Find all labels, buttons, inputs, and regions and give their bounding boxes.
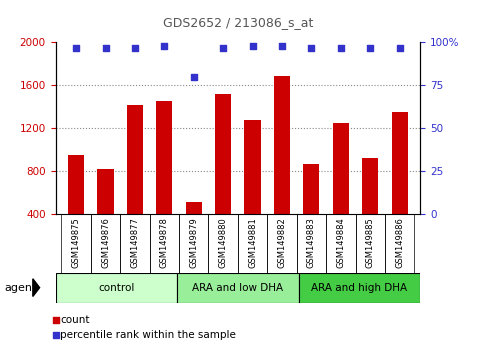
Bar: [362, 158, 378, 214]
Bar: [297, 214, 326, 273]
Point: [308, 45, 315, 51]
Bar: [209, 214, 238, 273]
Bar: [91, 214, 120, 273]
Text: GSM149875: GSM149875: [71, 217, 81, 268]
Bar: [56, 273, 177, 303]
Bar: [326, 214, 355, 273]
Text: GSM149885: GSM149885: [366, 217, 375, 268]
Bar: [150, 214, 179, 273]
Point: [52, 332, 60, 337]
Point: [396, 45, 403, 51]
Point: [337, 45, 345, 51]
Text: GSM149882: GSM149882: [278, 217, 286, 268]
Text: agent: agent: [5, 282, 37, 293]
Polygon shape: [33, 279, 40, 297]
Bar: [267, 214, 297, 273]
Text: GSM149877: GSM149877: [130, 217, 140, 268]
Text: GSM149878: GSM149878: [160, 217, 169, 268]
Point: [102, 45, 110, 51]
Point: [219, 45, 227, 51]
Point: [190, 74, 198, 80]
Bar: [392, 112, 408, 214]
Text: count: count: [60, 315, 90, 325]
Point: [160, 43, 168, 49]
Text: GSM149884: GSM149884: [336, 217, 345, 268]
Bar: [98, 169, 114, 214]
Text: GSM149880: GSM149880: [219, 217, 227, 268]
Text: percentile rank within the sample: percentile rank within the sample: [60, 330, 236, 339]
Bar: [355, 214, 385, 273]
Bar: [238, 214, 267, 273]
Point: [52, 318, 60, 323]
Text: GSM149883: GSM149883: [307, 217, 316, 268]
Bar: [385, 214, 414, 273]
Bar: [127, 105, 143, 214]
Text: GSM149886: GSM149886: [395, 217, 404, 268]
Bar: [120, 214, 150, 273]
Bar: [179, 214, 209, 273]
Text: GDS2652 / 213086_s_at: GDS2652 / 213086_s_at: [163, 17, 313, 29]
Bar: [61, 214, 91, 273]
Bar: [215, 94, 231, 214]
Point: [249, 43, 256, 49]
Text: GSM149881: GSM149881: [248, 217, 257, 268]
Text: ARA and low DHA: ARA and low DHA: [192, 282, 284, 293]
Bar: [333, 123, 349, 214]
Bar: [298, 273, 420, 303]
Bar: [303, 164, 319, 214]
Point: [131, 45, 139, 51]
Bar: [244, 120, 261, 214]
Bar: [156, 102, 172, 214]
Text: GSM149879: GSM149879: [189, 217, 198, 268]
Text: GSM149876: GSM149876: [101, 217, 110, 268]
Text: control: control: [98, 282, 134, 293]
Point: [278, 43, 286, 49]
Point: [72, 45, 80, 51]
Text: ARA and high DHA: ARA and high DHA: [312, 282, 408, 293]
Bar: [177, 273, 298, 303]
Bar: [185, 202, 202, 214]
Point: [366, 45, 374, 51]
Bar: [68, 155, 84, 214]
Bar: [274, 76, 290, 214]
